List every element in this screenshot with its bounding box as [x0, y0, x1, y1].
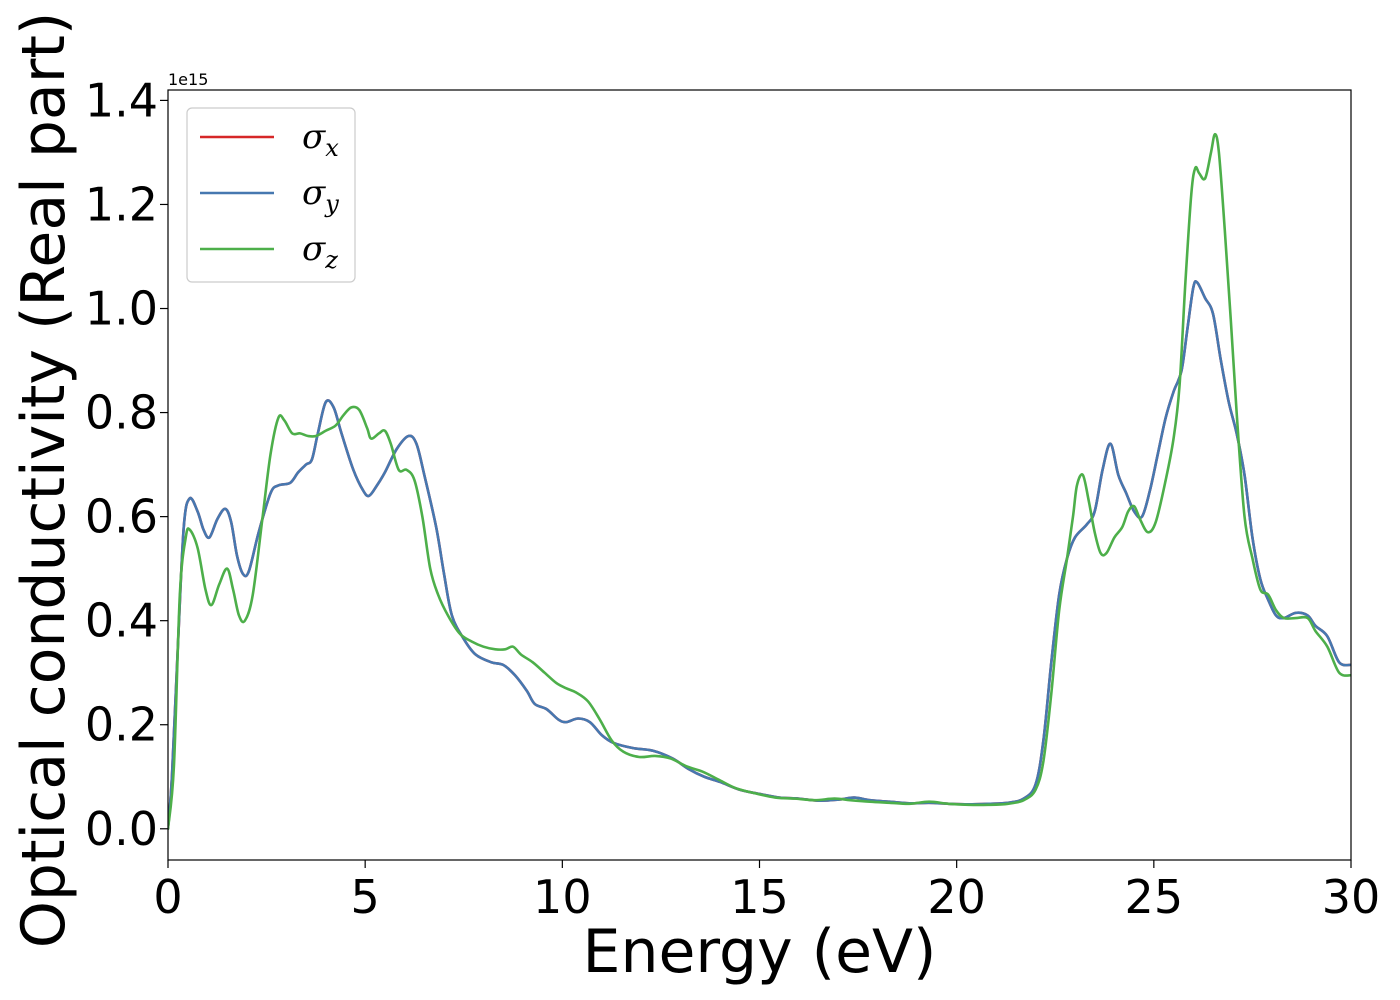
y-tick-label: 0.4	[85, 594, 158, 648]
y-tick-label: 1.4	[85, 73, 158, 127]
legend-label-y: σy	[302, 173, 339, 218]
series-line-y	[168, 280, 1351, 831]
x-axis-label: Energy (eV)	[583, 917, 937, 987]
y-tick-label: 1.0	[85, 282, 158, 336]
legend: σx σy σz	[186, 107, 356, 283]
y-tick-label: 0.6	[85, 490, 158, 544]
x-tick-label: 0	[153, 870, 182, 924]
x-axis: 0 5 10 15 20 25 30	[153, 860, 1380, 924]
x-tick-label: 5	[351, 870, 380, 924]
y-axis-label: Optical conductivity (Real part)	[9, 12, 79, 949]
y-tick-label: 0.8	[85, 386, 158, 440]
y-tick-label: 0.2	[85, 698, 158, 752]
y-axis: 0.0 0.2 0.4 0.6 0.8 1.0 1.2 1.4	[85, 73, 168, 856]
y-offset-label: 1e15	[168, 70, 208, 89]
legend-box	[186, 107, 356, 283]
x-tick-label: 20	[927, 870, 986, 924]
legend-label-z: σz	[302, 229, 338, 274]
series-line-z	[168, 132, 1351, 831]
y-tick-label: 0.0	[85, 802, 158, 856]
x-tick-label: 15	[730, 870, 789, 924]
series-layer	[168, 132, 1351, 831]
legend-label-x: σx	[302, 117, 339, 162]
x-tick-label: 25	[1125, 870, 1184, 924]
x-tick-label: 10	[533, 870, 592, 924]
y-tick-label: 1.2	[85, 177, 158, 231]
x-tick-label: 30	[1322, 870, 1381, 924]
